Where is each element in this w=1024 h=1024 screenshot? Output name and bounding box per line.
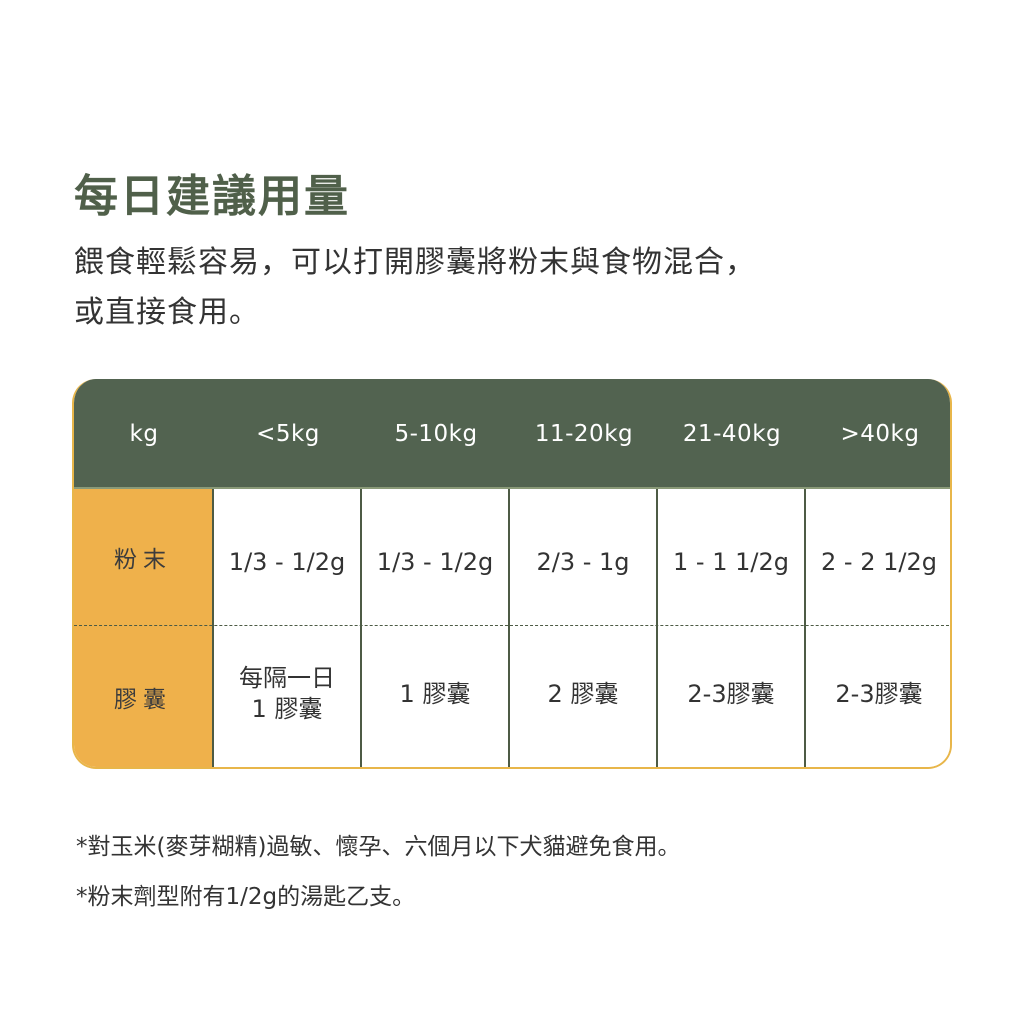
- footnote-allergy: *對玉米(麥芽糊精)過敏、懷孕、六個月以下犬貓避免食用。: [76, 834, 681, 860]
- table-row: 膠囊 每隔一日 1 膠囊 1 膠囊 2 膠囊 2-3膠囊 2-3膠囊: [74, 625, 950, 767]
- table-cell: 2 - 2 1/2g: [806, 489, 950, 625]
- table-cell: 2-3膠囊: [806, 625, 950, 767]
- page-title: 每日建議用量: [74, 171, 350, 222]
- table-cell-text: 每隔一日 1 膠囊: [239, 664, 335, 723]
- table-cell: 1 - 1 1/2g: [658, 489, 806, 625]
- table-cell: 2 膠囊: [510, 625, 658, 767]
- row-label-powder: 粉末: [74, 489, 214, 625]
- table-cell: 1 膠囊: [362, 625, 510, 767]
- row-label-capsule: 膠囊: [74, 625, 214, 767]
- table-header-row: kg <5kg 5-10kg 11-20kg 21-40kg >40kg: [74, 379, 950, 489]
- header-cell-11-20: 11-20kg: [534, 421, 634, 447]
- header-cell-unit: kg: [129, 421, 159, 447]
- header-cell-21-40: 21-40kg: [682, 421, 782, 447]
- table-cell: 1/3 - 1/2g: [214, 489, 362, 625]
- intro-line-2: 或直接食用。: [74, 295, 260, 330]
- footnote-spoon: *粉末劑型附有1/2g的湯匙乙支。: [76, 884, 416, 910]
- table-cell-every-other-day: 每隔一日 1 膠囊: [214, 625, 362, 767]
- header-cell-5-10: 5-10kg: [394, 421, 478, 447]
- header-cell-gt40: >40kg: [840, 421, 920, 447]
- intro-line-1: 餵食輕鬆容易，可以打開膠囊將粉末與食物混合，: [74, 245, 756, 280]
- dosage-table: kg <5kg 5-10kg 11-20kg 21-40kg >40kg 粉末 …: [72, 379, 952, 769]
- table-row: 粉末 1/3 - 1/2g 1/3 - 1/2g 2/3 - 1g 1 - 1 …: [74, 489, 950, 625]
- table-cell: 2-3膠囊: [658, 625, 806, 767]
- table-cell: 2/3 - 1g: [510, 489, 658, 625]
- footnotes: *對玉米(麥芽糊精)過敏、懷孕、六個月以下犬貓避免食用。 *粉末劑型附有1/2g…: [76, 822, 680, 922]
- row-divider: [74, 625, 950, 626]
- header-cell-lt5: <5kg: [256, 421, 320, 447]
- table-cell: 1/3 - 1/2g: [362, 489, 510, 625]
- intro-text: 餵食輕鬆容易，可以打開膠囊將粉末與食物混合， 或直接食用。: [74, 238, 756, 338]
